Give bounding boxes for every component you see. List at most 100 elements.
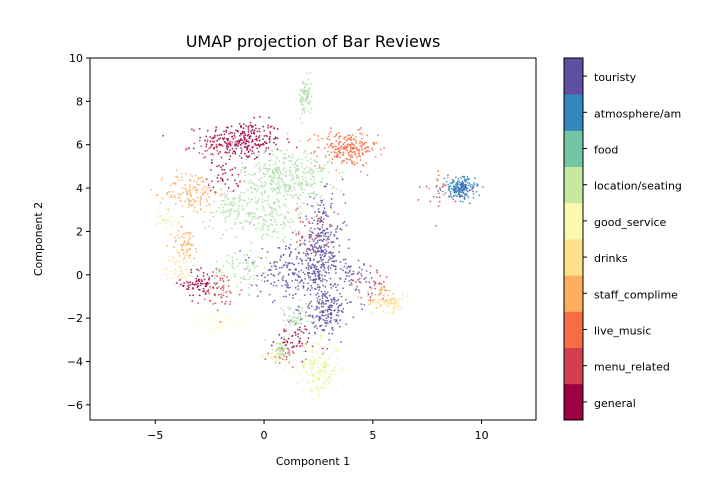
scatter-point bbox=[231, 147, 234, 150]
scatter-point bbox=[304, 313, 307, 316]
scatter-point bbox=[300, 166, 303, 168]
scatter-point bbox=[367, 299, 370, 302]
scatter-point bbox=[229, 211, 232, 214]
scatter-point bbox=[209, 136, 212, 138]
scatter-point bbox=[170, 224, 173, 227]
scatter-point bbox=[177, 222, 180, 225]
scatter-point bbox=[323, 246, 326, 248]
scatter-point bbox=[472, 190, 475, 193]
scatter-point bbox=[335, 314, 338, 316]
scatter-point bbox=[316, 161, 319, 163]
scatter-point bbox=[332, 246, 335, 248]
scatter-point bbox=[214, 130, 217, 133]
scatter-point bbox=[225, 280, 228, 282]
scatter-point bbox=[194, 283, 196, 286]
scatter-point bbox=[275, 350, 277, 352]
scatter-point bbox=[335, 154, 338, 157]
scatter-point bbox=[216, 306, 218, 309]
scatter-point bbox=[182, 252, 184, 255]
scatter-point bbox=[278, 205, 281, 207]
scatter-point bbox=[291, 271, 294, 274]
scatter-point bbox=[312, 374, 314, 377]
scatter-point bbox=[326, 237, 329, 240]
scatter-point bbox=[204, 227, 207, 230]
scatter-point bbox=[248, 293, 251, 296]
scatter-point bbox=[301, 309, 304, 312]
scatter-point bbox=[286, 132, 289, 135]
scatter-point bbox=[449, 182, 452, 184]
scatter-point bbox=[274, 260, 276, 263]
scatter-point bbox=[167, 259, 170, 262]
scatter-point bbox=[268, 148, 271, 151]
scatter-point bbox=[232, 328, 235, 330]
scatter-point bbox=[283, 204, 286, 206]
scatter-point bbox=[283, 341, 286, 344]
scatter-point bbox=[174, 183, 177, 186]
scatter-point bbox=[466, 176, 469, 178]
scatter-point bbox=[286, 352, 288, 355]
scatter-point bbox=[327, 315, 329, 318]
scatter-point bbox=[370, 288, 373, 291]
scatter-point bbox=[313, 192, 315, 195]
scatter-point bbox=[286, 266, 288, 269]
scatter-point bbox=[330, 206, 332, 209]
scatter-point bbox=[318, 372, 320, 374]
scatter-point bbox=[285, 248, 287, 250]
scatter-point bbox=[297, 316, 299, 319]
scatter-point bbox=[241, 162, 243, 164]
scatter-point bbox=[472, 196, 475, 199]
scatter-point bbox=[273, 262, 275, 264]
scatter-point bbox=[329, 319, 332, 322]
scatter-point bbox=[342, 383, 345, 386]
scatter-point bbox=[288, 293, 291, 296]
scatter-point bbox=[285, 356, 288, 359]
scatter-point bbox=[305, 259, 307, 262]
scatter-point bbox=[228, 151, 230, 154]
scatter-point bbox=[313, 182, 315, 185]
colorbar-segment bbox=[564, 347, 583, 385]
scatter-point bbox=[298, 94, 301, 96]
scatter-point bbox=[309, 196, 312, 198]
scatter-point bbox=[467, 196, 470, 199]
scatter-point bbox=[274, 264, 276, 267]
scatter-point bbox=[268, 213, 271, 216]
scatter-point bbox=[301, 344, 304, 347]
scatter-point bbox=[326, 291, 329, 294]
scatter-point bbox=[359, 132, 362, 135]
scatter-point bbox=[321, 352, 324, 354]
scatter-point bbox=[457, 178, 460, 180]
scatter-point bbox=[256, 130, 259, 133]
scatter-point bbox=[332, 328, 334, 331]
scatter-point bbox=[186, 281, 188, 283]
scatter-point bbox=[269, 131, 272, 133]
scatter-point bbox=[297, 231, 300, 233]
scatter-point bbox=[320, 246, 323, 249]
scatter-point bbox=[278, 177, 281, 180]
scatter-point bbox=[278, 271, 281, 274]
scatter-point bbox=[379, 303, 381, 306]
scatter-point bbox=[199, 136, 202, 139]
scatter-point bbox=[313, 326, 316, 328]
scatter-point bbox=[323, 314, 325, 317]
scatter-point bbox=[326, 347, 329, 350]
scatter-point bbox=[254, 124, 257, 126]
scatter-point bbox=[212, 215, 215, 218]
scatter-point bbox=[311, 175, 314, 178]
scatter-point bbox=[317, 234, 320, 237]
scatter-point bbox=[323, 329, 325, 332]
scatter-point bbox=[323, 345, 326, 348]
scatter-point bbox=[269, 126, 272, 128]
scatter-point bbox=[197, 178, 200, 181]
scatter-point bbox=[303, 239, 306, 242]
scatter-point bbox=[196, 337, 199, 340]
scatter-point bbox=[167, 255, 170, 258]
scatter-point bbox=[330, 224, 333, 227]
scatter-point bbox=[291, 176, 294, 178]
scatter-point bbox=[229, 149, 231, 152]
scatter-point bbox=[272, 215, 275, 218]
scatter-point bbox=[244, 278, 247, 281]
scatter-point bbox=[191, 175, 194, 178]
scatter-point bbox=[328, 132, 331, 135]
scatter-point bbox=[260, 134, 263, 137]
scatter-point bbox=[345, 161, 348, 164]
